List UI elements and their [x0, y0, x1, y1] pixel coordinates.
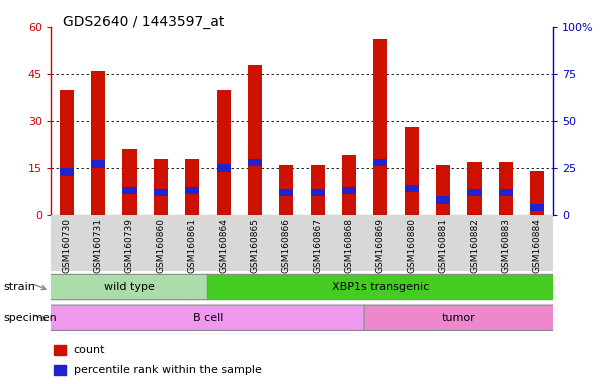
Bar — [311, 189, 325, 196]
Bar — [373, 40, 388, 215]
FancyBboxPatch shape — [364, 305, 554, 330]
Text: B cell: B cell — [193, 313, 223, 323]
Text: GSM160864: GSM160864 — [219, 218, 228, 273]
Text: GSM160866: GSM160866 — [282, 218, 291, 273]
Bar — [185, 187, 200, 194]
Text: count: count — [74, 345, 105, 355]
Text: GSM160884: GSM160884 — [532, 218, 542, 273]
Text: strain: strain — [3, 282, 35, 292]
Bar — [530, 204, 545, 211]
Bar — [154, 159, 168, 215]
Bar — [279, 165, 293, 215]
Bar — [436, 165, 450, 215]
Bar — [342, 187, 356, 194]
Text: GSM160739: GSM160739 — [125, 218, 134, 273]
Text: wild type: wild type — [104, 282, 155, 292]
Bar — [91, 161, 105, 168]
Bar — [216, 89, 231, 215]
Text: GSM160883: GSM160883 — [501, 218, 510, 273]
Bar — [468, 162, 481, 215]
Bar — [185, 159, 200, 215]
Text: GDS2640 / 1443597_at: GDS2640 / 1443597_at — [63, 15, 225, 29]
Bar — [248, 159, 262, 166]
Bar — [342, 156, 356, 215]
Text: GSM160860: GSM160860 — [156, 218, 165, 273]
Text: tumor: tumor — [442, 313, 476, 323]
Bar — [123, 149, 136, 215]
Bar — [499, 189, 513, 196]
Bar — [373, 159, 388, 166]
Bar — [311, 165, 325, 215]
Text: GSM160881: GSM160881 — [439, 218, 448, 273]
Text: percentile rank within the sample: percentile rank within the sample — [74, 366, 261, 376]
Bar — [530, 171, 545, 215]
Bar — [248, 65, 262, 215]
Bar — [279, 189, 293, 196]
Bar — [59, 89, 74, 215]
Bar — [154, 189, 168, 196]
Bar — [499, 162, 513, 215]
Bar — [404, 127, 419, 215]
Text: GSM160861: GSM160861 — [188, 218, 197, 273]
FancyBboxPatch shape — [50, 275, 209, 300]
Bar — [54, 345, 66, 354]
Bar — [404, 185, 419, 192]
Text: GSM160882: GSM160882 — [470, 218, 479, 273]
FancyBboxPatch shape — [207, 275, 554, 300]
Text: GSM160867: GSM160867 — [313, 218, 322, 273]
Text: GSM160730: GSM160730 — [63, 218, 72, 273]
Text: GSM160880: GSM160880 — [407, 218, 416, 273]
Text: GSM160868: GSM160868 — [344, 218, 353, 273]
Bar — [54, 365, 66, 375]
Bar — [216, 164, 231, 172]
Bar — [468, 189, 481, 196]
Text: GSM160869: GSM160869 — [376, 218, 385, 273]
FancyBboxPatch shape — [50, 305, 365, 330]
Text: specimen: specimen — [3, 313, 56, 323]
Text: XBP1s transgenic: XBP1s transgenic — [332, 282, 429, 292]
Bar — [123, 187, 136, 194]
Text: GSM160731: GSM160731 — [94, 218, 103, 273]
Bar — [436, 196, 450, 204]
Bar — [59, 168, 74, 175]
Bar — [91, 71, 105, 215]
Text: GSM160865: GSM160865 — [251, 218, 260, 273]
